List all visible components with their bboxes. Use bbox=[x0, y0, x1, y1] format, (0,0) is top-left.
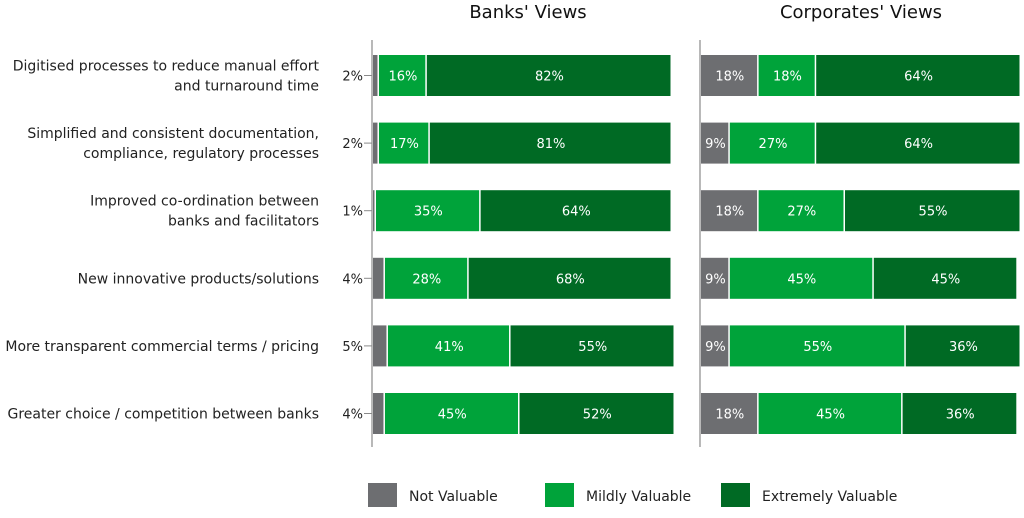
data-label: 27% bbox=[787, 205, 816, 220]
data-label: 55% bbox=[803, 340, 832, 355]
bar-segment-mildly-valuable bbox=[758, 393, 902, 434]
bar-segment-extremely-valuable bbox=[468, 257, 671, 299]
data-label: 16% bbox=[388, 70, 417, 85]
data-label: 55% bbox=[578, 340, 607, 355]
legend-label: Not Valuable bbox=[409, 489, 498, 505]
legend-swatch-extremely-valuable bbox=[721, 483, 750, 507]
bar-segment-extremely-valuable bbox=[816, 55, 1020, 96]
data-label: 35% bbox=[414, 205, 443, 220]
data-label: 64% bbox=[562, 205, 591, 220]
bar-segment-not-valuable bbox=[701, 393, 758, 434]
category-label: Improved co-ordination between bbox=[90, 194, 319, 210]
data-label: 41% bbox=[435, 340, 464, 355]
data-label: 4% bbox=[342, 272, 363, 287]
data-label: 28% bbox=[412, 272, 441, 287]
data-label: 2% bbox=[342, 70, 363, 85]
panel-title-banks: Banks' Views bbox=[469, 2, 586, 23]
legend-label: Mildly Valuable bbox=[586, 489, 691, 505]
legend-swatch-mildly-valuable bbox=[545, 483, 574, 507]
bar-segment-not-valuable bbox=[373, 393, 384, 434]
data-label: 1% bbox=[342, 205, 363, 220]
bar-segment-extremely-valuable bbox=[845, 190, 1020, 232]
bar-segment-extremely-valuable bbox=[873, 257, 1017, 299]
data-label: 17% bbox=[390, 137, 419, 152]
bar-segment-extremely-valuable bbox=[429, 122, 671, 164]
bar-segment-extremely-valuable bbox=[519, 393, 674, 434]
data-label: 45% bbox=[816, 408, 845, 423]
data-label: 4% bbox=[342, 408, 363, 423]
data-label: 55% bbox=[919, 205, 948, 220]
bar-segment-extremely-valuable bbox=[480, 190, 671, 232]
data-label: 18% bbox=[773, 70, 802, 85]
data-label: 45% bbox=[787, 272, 816, 287]
bar-segment-not-valuable bbox=[701, 325, 729, 367]
data-label: 9% bbox=[705, 137, 726, 152]
data-label: 5% bbox=[342, 340, 363, 355]
bar-segment-not-valuable bbox=[373, 55, 378, 96]
data-label: 36% bbox=[946, 408, 975, 423]
bar-segment-mildly-valuable bbox=[387, 325, 510, 367]
category-label: New innovative products/solutions bbox=[78, 271, 319, 287]
legend-swatch-not-valuable bbox=[368, 483, 397, 507]
bar-segment-mildly-valuable bbox=[378, 55, 426, 96]
category-label: Simplified and consistent documentation, bbox=[27, 126, 319, 142]
bar-segment-mildly-valuable bbox=[729, 325, 905, 367]
category-label: banks and facilitators bbox=[168, 214, 319, 230]
data-label: 2% bbox=[342, 137, 363, 152]
data-label: 45% bbox=[931, 272, 960, 287]
bar-segment-not-valuable bbox=[701, 55, 758, 96]
data-label: 82% bbox=[535, 70, 564, 85]
bar-segment-not-valuable bbox=[701, 122, 729, 164]
category-label: More transparent commercial terms / pric… bbox=[5, 339, 319, 355]
bar-segment-mildly-valuable bbox=[758, 190, 844, 232]
data-label: 18% bbox=[715, 205, 744, 220]
bar-segment-not-valuable bbox=[373, 190, 375, 232]
panel-title-corporates: Corporates' Views bbox=[780, 2, 942, 23]
data-label: 81% bbox=[536, 137, 565, 152]
data-label: 64% bbox=[904, 137, 933, 152]
data-label: 45% bbox=[438, 408, 467, 423]
category-label: Greater choice / competition between ban… bbox=[7, 407, 319, 423]
bar-segment-not-valuable bbox=[701, 257, 729, 299]
bar-segment-mildly-valuable bbox=[378, 122, 429, 164]
data-label: 18% bbox=[715, 70, 744, 85]
data-label: 36% bbox=[949, 340, 978, 355]
category-label: and turnaround time bbox=[174, 79, 319, 95]
bar-segment-not-valuable bbox=[373, 257, 384, 299]
bar-segment-mildly-valuable bbox=[729, 257, 873, 299]
bar-segment-extremely-valuable bbox=[426, 55, 671, 96]
bar-segment-mildly-valuable bbox=[384, 257, 468, 299]
data-label: 9% bbox=[705, 340, 726, 355]
bar-segment-not-valuable bbox=[373, 122, 378, 164]
category-label: Digitised processes to reduce manual eff… bbox=[13, 59, 320, 75]
data-label: 52% bbox=[583, 408, 612, 423]
bar-segment-extremely-valuable bbox=[816, 122, 1020, 164]
bar-segment-mildly-valuable bbox=[758, 55, 815, 96]
data-label: 9% bbox=[705, 272, 726, 287]
bar-segment-extremely-valuable bbox=[905, 325, 1020, 367]
data-label: 68% bbox=[556, 272, 585, 287]
bar-segment-not-valuable bbox=[373, 325, 387, 367]
bar-segment-extremely-valuable bbox=[510, 325, 674, 367]
bar-segment-not-valuable bbox=[701, 190, 758, 232]
bar-segment-mildly-valuable bbox=[375, 190, 480, 232]
data-label: 18% bbox=[715, 408, 744, 423]
bar-segment-mildly-valuable bbox=[729, 122, 815, 164]
bar-segment-mildly-valuable bbox=[384, 393, 519, 434]
bar-segment-extremely-valuable bbox=[902, 393, 1017, 434]
data-label: 64% bbox=[904, 70, 933, 85]
data-label: 27% bbox=[759, 137, 788, 152]
category-label: compliance, regulatory processes bbox=[83, 146, 319, 162]
legend-label: Extremely Valuable bbox=[762, 489, 897, 505]
